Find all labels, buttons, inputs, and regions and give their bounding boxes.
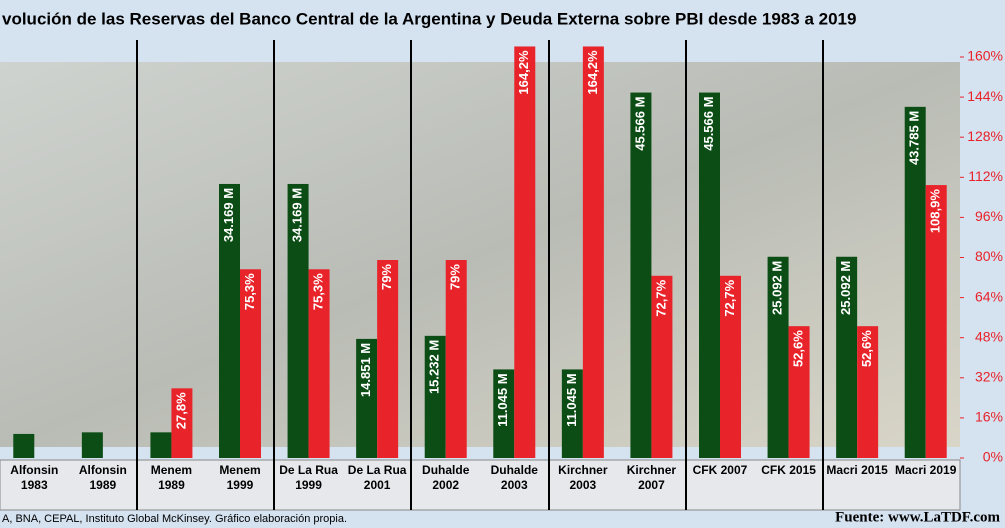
- x-tick-label-box: CFK 2015: [761, 463, 816, 477]
- x-tick-label: Duhalde 2002: [422, 463, 470, 492]
- value-label: 15.232 M: [427, 340, 442, 394]
- x-tick-label-box: Menem 1989: [150, 463, 193, 492]
- value-label: 164,2%: [585, 50, 600, 95]
- bar: [424, 335, 446, 458]
- bar: [630, 92, 652, 459]
- x-tick-label-box: Kirchner 2003: [558, 463, 608, 492]
- chart-title: volución de las Reservas del Banco Centr…: [2, 9, 856, 28]
- bar: [150, 432, 172, 458]
- value-label: 75,3%: [311, 273, 326, 310]
- x-tick-label-box: Duhalde 2002: [422, 463, 470, 492]
- label-band: [0, 459, 961, 511]
- bar: [582, 46, 604, 458]
- x-tick-label: De La Rua 2001: [347, 463, 407, 492]
- credit: Fuente: www.LaTDF.com: [835, 509, 1000, 525]
- y2-tick-label: 96%: [975, 208, 1003, 224]
- x-tick-label: Kirchner 2003: [558, 463, 608, 492]
- x-tick-label-box: Macri 2019: [895, 463, 957, 477]
- value-label: 45.566 M: [632, 97, 647, 151]
- bar: [81, 432, 103, 458]
- bar: [356, 338, 378, 458]
- bar: [377, 260, 399, 458]
- value-label: 52,6%: [791, 330, 806, 367]
- value-label: 45.566 M: [701, 97, 716, 151]
- x-tick-label: Menem 1989: [150, 463, 193, 492]
- bar: [651, 275, 673, 458]
- bar: [240, 269, 261, 458]
- bar: [904, 106, 926, 458]
- y2-tick-label: 128%: [967, 128, 1003, 144]
- bar: [219, 183, 240, 459]
- x-tick-label-box: Alfonsin 1983: [10, 463, 59, 492]
- bar: [720, 275, 741, 458]
- y2-tick-label: 160%: [967, 48, 1003, 64]
- bar: [287, 183, 309, 459]
- x-tick-label-box: CFK 2007: [692, 463, 748, 477]
- source: A, BNA, CEPAL, Instituto Global McKinsey…: [2, 513, 347, 525]
- x-tick-label-box: De La Rua 1999: [279, 463, 338, 492]
- y2-tick-label: 32%: [975, 369, 1003, 385]
- y2-tick-label: 64%: [975, 288, 1003, 304]
- value-label: 72,7%: [653, 279, 668, 316]
- value-label: 25.092 M: [770, 261, 785, 315]
- x-tick-label-box: Alfonsin 1989: [78, 463, 127, 492]
- value-label: 14.851 M: [358, 343, 373, 397]
- bar: [836, 256, 858, 458]
- value-label: 43.785 M: [907, 111, 922, 165]
- bar: [561, 369, 583, 458]
- x-tick-label-box: Menem 1999: [219, 463, 261, 492]
- x-tick-label-box: De La Rua 2001: [347, 463, 407, 492]
- bar: [925, 185, 947, 458]
- value-label: 72,7%: [722, 279, 737, 316]
- value-label: 164,2%: [516, 50, 531, 95]
- value-label: 108,9%: [928, 189, 943, 234]
- banknote-image: [0, 62, 960, 447]
- x-tick-label-box: Kirchner 2007: [626, 463, 677, 492]
- y2-tick-label: 48%: [975, 328, 1003, 344]
- x-tick-label: CFK 2007: [692, 463, 748, 477]
- x-tick-label: Alfonsin 1983: [10, 463, 59, 492]
- value-label: 11.045 M: [495, 373, 510, 427]
- x-tick-label: Kirchner 2007: [626, 463, 677, 492]
- bar: [13, 433, 35, 458]
- x-tick-label-box: Duhalde 2003: [490, 463, 538, 492]
- y2-tick-label: 0%: [983, 449, 1003, 465]
- value-label: 34.169 M: [290, 188, 305, 242]
- bar: [699, 92, 720, 459]
- bar: [857, 326, 879, 458]
- x-tick-label: De La Rua 1999: [279, 463, 338, 492]
- value-label: 52,6%: [859, 330, 874, 367]
- y2-tick-label: 80%: [975, 248, 1003, 264]
- value-label: 27,8%: [173, 392, 188, 429]
- x-tick-label: Alfonsin 1989: [78, 463, 127, 492]
- x-tick-label: Menem 1999: [219, 463, 261, 492]
- value-label: 75,3%: [242, 273, 257, 310]
- bar: [493, 369, 515, 458]
- bar: [788, 326, 810, 458]
- bar: [514, 46, 536, 458]
- value-label: 11.045 M: [564, 373, 579, 427]
- bar: [308, 269, 330, 458]
- y2-tick-label: 112%: [968, 168, 1003, 184]
- value-label: 34.169 M: [221, 188, 236, 242]
- x-tick-label: CFK 2015: [761, 463, 816, 477]
- x-tick-label: Macri 2015: [826, 463, 888, 477]
- x-tick-label-box: Macri 2015: [826, 463, 888, 477]
- bar: [767, 256, 789, 458]
- x-tick-label: Duhalde 2003: [490, 463, 538, 492]
- value-label: 79%: [448, 264, 463, 290]
- value-label: 25.092 M: [838, 261, 853, 315]
- bar: [445, 260, 467, 458]
- y2-tick-label: 144%: [967, 88, 1003, 104]
- bar: [171, 388, 193, 458]
- y2-tick-label: 16%: [975, 409, 1003, 425]
- value-label: 79%: [379, 264, 394, 290]
- x-tick-label: Macri 2019: [895, 463, 957, 477]
